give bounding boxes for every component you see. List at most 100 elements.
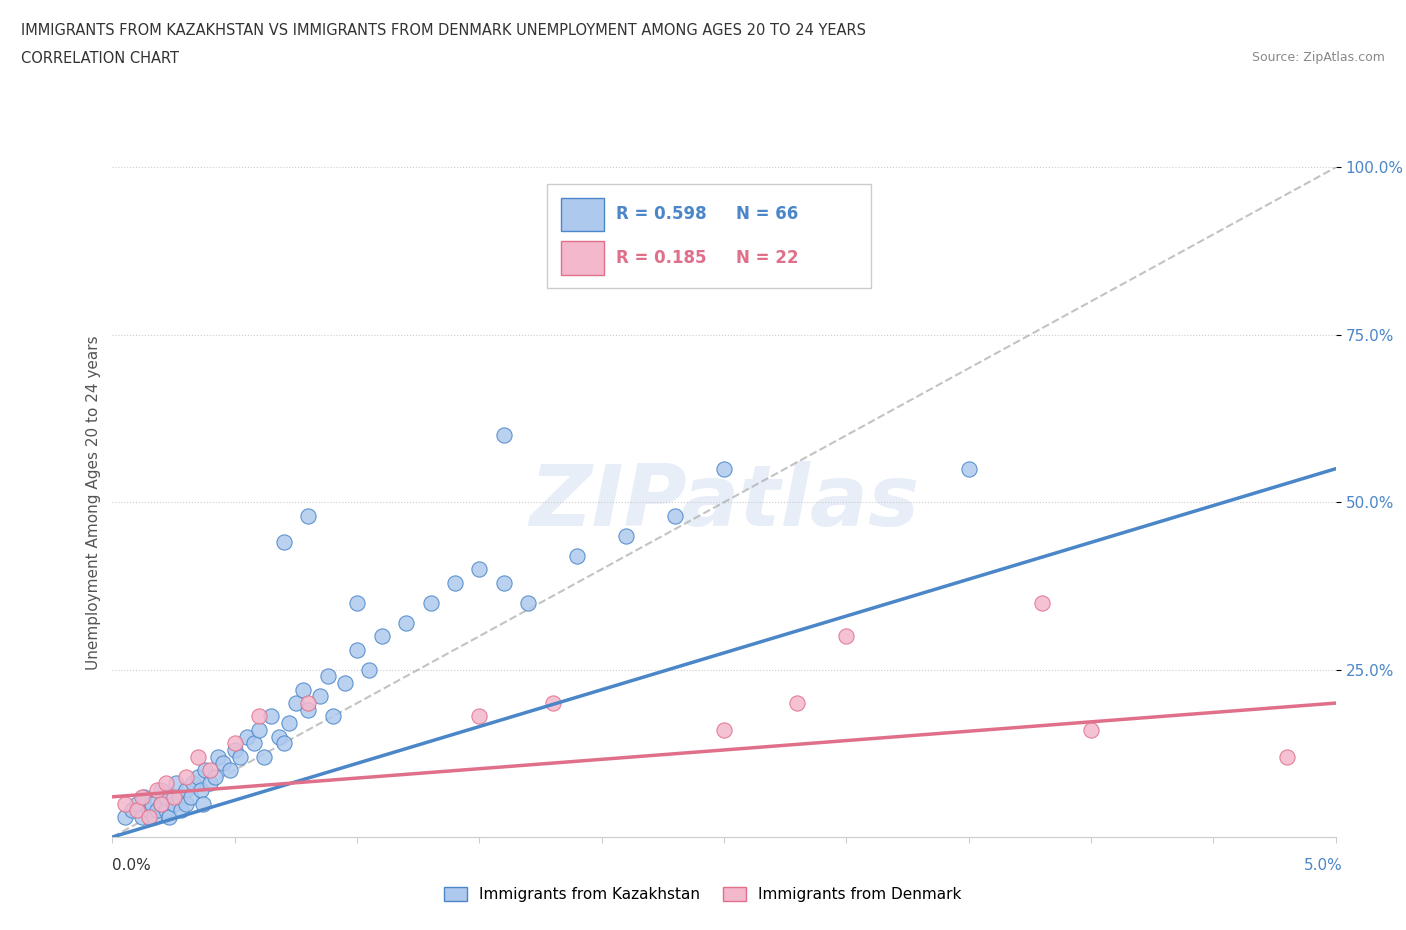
Point xyxy=(155,803,177,817)
Point xyxy=(141,796,163,811)
Point xyxy=(957,461,980,476)
Point xyxy=(346,595,368,610)
Point xyxy=(346,642,368,657)
Point xyxy=(181,776,204,790)
Point xyxy=(395,616,418,631)
Point xyxy=(191,796,214,811)
Point xyxy=(297,696,319,711)
Point xyxy=(138,809,160,824)
Point xyxy=(247,723,270,737)
Point xyxy=(190,783,212,798)
Point xyxy=(138,803,160,817)
Point xyxy=(163,796,186,811)
Text: R = 0.598: R = 0.598 xyxy=(616,206,707,223)
Point xyxy=(170,803,193,817)
Point xyxy=(297,702,319,717)
Point xyxy=(260,709,283,724)
Point xyxy=(370,629,392,644)
Point xyxy=(664,508,686,523)
Point xyxy=(292,683,315,698)
Point xyxy=(277,716,299,731)
Point xyxy=(145,803,167,817)
Point xyxy=(419,595,441,610)
Point xyxy=(187,769,209,784)
Point xyxy=(309,689,332,704)
Point xyxy=(174,783,197,798)
Point xyxy=(150,796,173,811)
Point xyxy=(517,595,540,610)
Text: Source: ZipAtlas.com: Source: ZipAtlas.com xyxy=(1251,51,1385,64)
Point xyxy=(143,809,166,824)
Point xyxy=(125,796,148,811)
Point xyxy=(157,809,180,824)
Point xyxy=(228,750,250,764)
FancyBboxPatch shape xyxy=(561,241,605,274)
Point xyxy=(468,562,491,577)
Point xyxy=(247,709,270,724)
Point xyxy=(835,629,858,644)
Point xyxy=(567,549,589,564)
Text: CORRELATION CHART: CORRELATION CHART xyxy=(21,51,179,66)
Point xyxy=(492,428,515,443)
Point xyxy=(180,790,202,804)
Point xyxy=(492,575,515,590)
Point xyxy=(297,508,319,523)
Point xyxy=(194,763,217,777)
Point xyxy=(243,736,266,751)
Point xyxy=(713,723,735,737)
Point xyxy=(155,790,177,804)
Text: 5.0%: 5.0% xyxy=(1303,857,1343,872)
Point xyxy=(322,709,344,724)
Point xyxy=(713,461,735,476)
Point xyxy=(207,750,229,764)
Point xyxy=(125,803,148,817)
Point xyxy=(236,729,259,744)
Point xyxy=(167,790,190,804)
Text: N = 22: N = 22 xyxy=(737,249,799,267)
Point xyxy=(444,575,467,590)
Point xyxy=(200,776,222,790)
Point xyxy=(359,662,381,677)
Point xyxy=(786,696,808,711)
Point xyxy=(174,796,197,811)
Point xyxy=(224,742,246,757)
Point xyxy=(114,809,136,824)
Point xyxy=(273,535,295,550)
FancyBboxPatch shape xyxy=(547,184,870,288)
Point xyxy=(273,736,295,751)
Point xyxy=(211,756,233,771)
Y-axis label: Unemployment Among Ages 20 to 24 years: Unemployment Among Ages 20 to 24 years xyxy=(86,335,101,670)
Point xyxy=(1275,750,1298,764)
Point xyxy=(155,776,177,790)
Point xyxy=(1080,723,1102,737)
Point xyxy=(200,763,222,777)
Point xyxy=(145,783,167,798)
Text: IMMIGRANTS FROM KAZAKHSTAN VS IMMIGRANTS FROM DENMARK UNEMPLOYMENT AMONG AGES 20: IMMIGRANTS FROM KAZAKHSTAN VS IMMIGRANTS… xyxy=(21,23,866,38)
Point xyxy=(163,790,186,804)
Point xyxy=(541,696,564,711)
Text: 0.0%: 0.0% xyxy=(112,857,152,872)
Point xyxy=(114,796,136,811)
Point xyxy=(284,696,308,711)
Point xyxy=(224,736,246,751)
Point xyxy=(150,796,173,811)
Point xyxy=(174,769,197,784)
Point xyxy=(1031,595,1053,610)
Point xyxy=(150,783,173,798)
Point xyxy=(267,729,290,744)
Point xyxy=(187,750,209,764)
Text: ZIPatlas: ZIPatlas xyxy=(529,460,920,544)
Point xyxy=(219,763,242,777)
Text: N = 66: N = 66 xyxy=(737,206,799,223)
Point xyxy=(614,528,637,543)
Point xyxy=(131,809,153,824)
FancyBboxPatch shape xyxy=(561,197,605,231)
Point xyxy=(121,803,143,817)
Point xyxy=(131,790,153,804)
Point xyxy=(468,709,491,724)
Point xyxy=(204,769,226,784)
Text: R = 0.185: R = 0.185 xyxy=(616,249,707,267)
Point xyxy=(316,669,339,684)
Point xyxy=(134,790,156,804)
Point xyxy=(253,750,276,764)
